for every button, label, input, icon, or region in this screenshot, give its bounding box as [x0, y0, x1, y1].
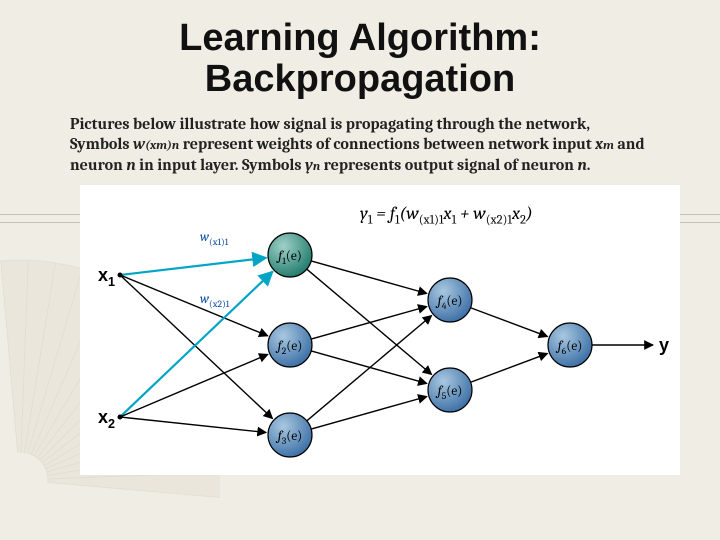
- fm-y: y: [360, 203, 368, 224]
- desc-x-sub: m: [603, 139, 614, 153]
- edge: [120, 272, 273, 417]
- fm-eq: =: [372, 203, 389, 224]
- slide: Learning Algorithm: Backpropagation Pict…: [0, 0, 720, 540]
- edge: [120, 417, 266, 432]
- weight-label: w(x2)1: [200, 292, 230, 310]
- desc-l3c: represents output signal of neuron: [320, 156, 577, 174]
- desc-l2b: represent weights of connections between…: [179, 135, 595, 153]
- edge: [120, 275, 273, 419]
- network-svg: w(x1)1w(x2)1x1x2f1(e)f2(e)f3(e)f4(e)f5(e…: [80, 185, 680, 475]
- title-line-2: Backpropagation: [205, 58, 515, 100]
- edge: [471, 354, 548, 383]
- desc-w: w: [133, 135, 145, 153]
- weight-label: w(x1)1: [200, 230, 229, 248]
- edge: [120, 275, 268, 336]
- fm-w2: w: [473, 203, 486, 224]
- edge: [471, 308, 548, 337]
- description-text: Pictures below illustrate how signal is …: [70, 114, 650, 175]
- edge: [120, 258, 266, 275]
- desc-w-sub: (xm)n: [145, 139, 179, 153]
- fm-w1: w: [406, 203, 419, 224]
- fm-x2: x: [512, 203, 520, 224]
- desc-n1: n: [126, 156, 135, 174]
- desc-x: x: [595, 135, 603, 153]
- page-title: Learning Algorithm: Backpropagation: [40, 18, 680, 100]
- edge: [311, 261, 427, 294]
- desc-l1: Pictures below illustrate how signal is …: [70, 115, 590, 133]
- desc-l2c: and: [614, 135, 645, 153]
- desc-l3a: neuron: [70, 156, 126, 174]
- edge: [307, 269, 432, 374]
- edge: [120, 355, 268, 418]
- desc-l3b: in input layer. Symbols: [136, 156, 305, 174]
- fm-w2-sub: (x2)1: [486, 214, 512, 228]
- input-label: x1: [98, 265, 115, 289]
- network-figure: w(x1)1w(x2)1x1x2f1(e)f2(e)f3(e)f4(e)f5(e…: [80, 185, 680, 475]
- output-label: y: [659, 335, 669, 355]
- desc-l3d: .: [587, 156, 591, 174]
- forward-formula: y1 = f1(w(x1)1x1 + w(x2)1x2): [360, 203, 533, 228]
- fm-plus: +: [456, 203, 473, 224]
- edge: [311, 397, 427, 430]
- desc-l2a: Symbols: [70, 135, 133, 153]
- fm-w1-sub: (x1)1: [419, 214, 444, 228]
- title-line-1: Learning Algorithm:: [179, 17, 541, 59]
- desc-n2: n: [577, 156, 586, 174]
- desc-y: y: [305, 156, 313, 174]
- input-label: x2: [98, 407, 115, 431]
- edge: [307, 316, 432, 421]
- fm-x1: x: [444, 203, 452, 224]
- fm-close: ): [526, 203, 533, 224]
